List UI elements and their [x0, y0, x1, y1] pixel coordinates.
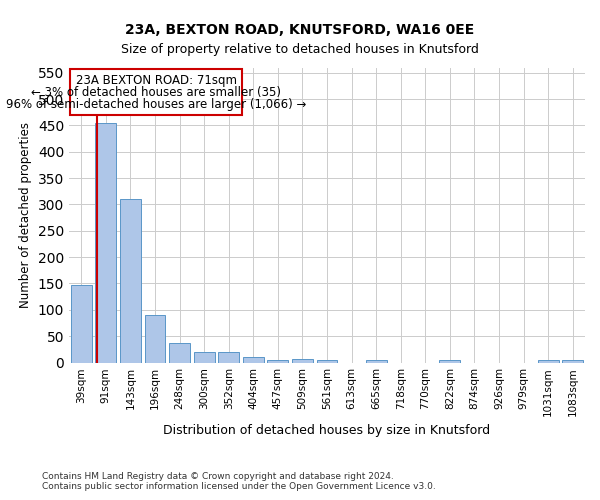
- Bar: [365, 360, 386, 362]
- Bar: [169, 343, 190, 362]
- Bar: [439, 360, 460, 362]
- Bar: [145, 314, 166, 362]
- Text: Size of property relative to detached houses in Knutsford: Size of property relative to detached ho…: [121, 42, 479, 56]
- Text: 23A BEXTON ROAD: 71sqm: 23A BEXTON ROAD: 71sqm: [76, 74, 237, 86]
- Text: 96% of semi-detached houses are larger (1,066) →: 96% of semi-detached houses are larger (…: [6, 98, 307, 111]
- Bar: [71, 284, 92, 362]
- Bar: [317, 360, 337, 362]
- Y-axis label: Number of detached properties: Number of detached properties: [19, 122, 32, 308]
- Bar: [538, 360, 559, 362]
- Bar: [120, 199, 141, 362]
- Bar: [218, 352, 239, 362]
- Text: Contains public sector information licensed under the Open Government Licence v3: Contains public sector information licen…: [42, 482, 436, 491]
- Text: Contains HM Land Registry data © Crown copyright and database right 2024.: Contains HM Land Registry data © Crown c…: [42, 472, 394, 481]
- Bar: [292, 360, 313, 362]
- Bar: [70, 68, 242, 115]
- Text: 23A, BEXTON ROAD, KNUTSFORD, WA16 0EE: 23A, BEXTON ROAD, KNUTSFORD, WA16 0EE: [125, 22, 475, 36]
- X-axis label: Distribution of detached houses by size in Knutsford: Distribution of detached houses by size …: [163, 424, 491, 438]
- Bar: [243, 357, 264, 362]
- Bar: [562, 360, 583, 362]
- Bar: [194, 352, 215, 362]
- Bar: [95, 123, 116, 362]
- Bar: [268, 360, 289, 362]
- Text: ← 3% of detached houses are smaller (35): ← 3% of detached houses are smaller (35): [31, 86, 281, 99]
